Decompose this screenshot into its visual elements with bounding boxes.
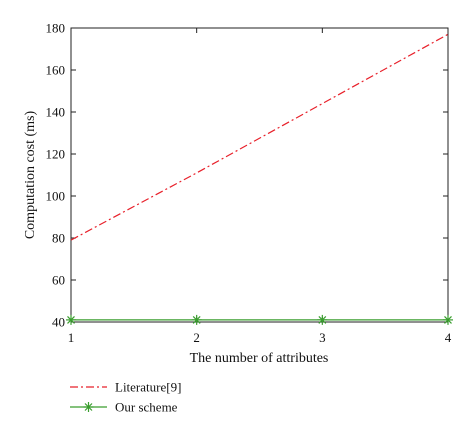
- x-axis-title: The number of attributes: [190, 351, 329, 366]
- legend-marker-2: [83, 402, 94, 412]
- tick-labels: 1 2 3 4 40 60 80 100 120 140 160 180: [46, 21, 452, 346]
- x-tick-label: 2: [193, 330, 200, 345]
- y-tick-label: 80: [52, 231, 65, 246]
- y-axis-title: Computation cost (ms): [23, 111, 38, 240]
- plot-area: [66, 27, 453, 325]
- y-tick-label: 100: [46, 189, 66, 204]
- series-line-1: [70, 33, 449, 241]
- y-tick-label: 160: [46, 63, 66, 78]
- y-tick-label: 120: [46, 147, 66, 162]
- x-tick-label: 1: [68, 330, 75, 345]
- legend-label-2: Our scheme: [115, 400, 178, 415]
- x-tick-label: 3: [319, 330, 326, 345]
- series-2-point: [317, 314, 328, 325]
- legend: Literature[9] Our scheme: [70, 380, 181, 415]
- series-2-point: [191, 314, 202, 325]
- y-tick-label: 180: [46, 21, 66, 36]
- series-layer: [66, 33, 453, 325]
- series-2-point: [443, 314, 453, 325]
- tick-marks: [70, 27, 449, 323]
- legend-label-1: Literature[9]: [115, 380, 181, 395]
- y-tick-label: 140: [46, 105, 66, 120]
- x-tick-label: 4: [445, 330, 452, 345]
- series-2-point: [66, 314, 76, 325]
- plot-frame: [70, 27, 449, 323]
- y-tick-label: 60: [52, 273, 65, 288]
- y-tick-label: 40: [52, 315, 65, 330]
